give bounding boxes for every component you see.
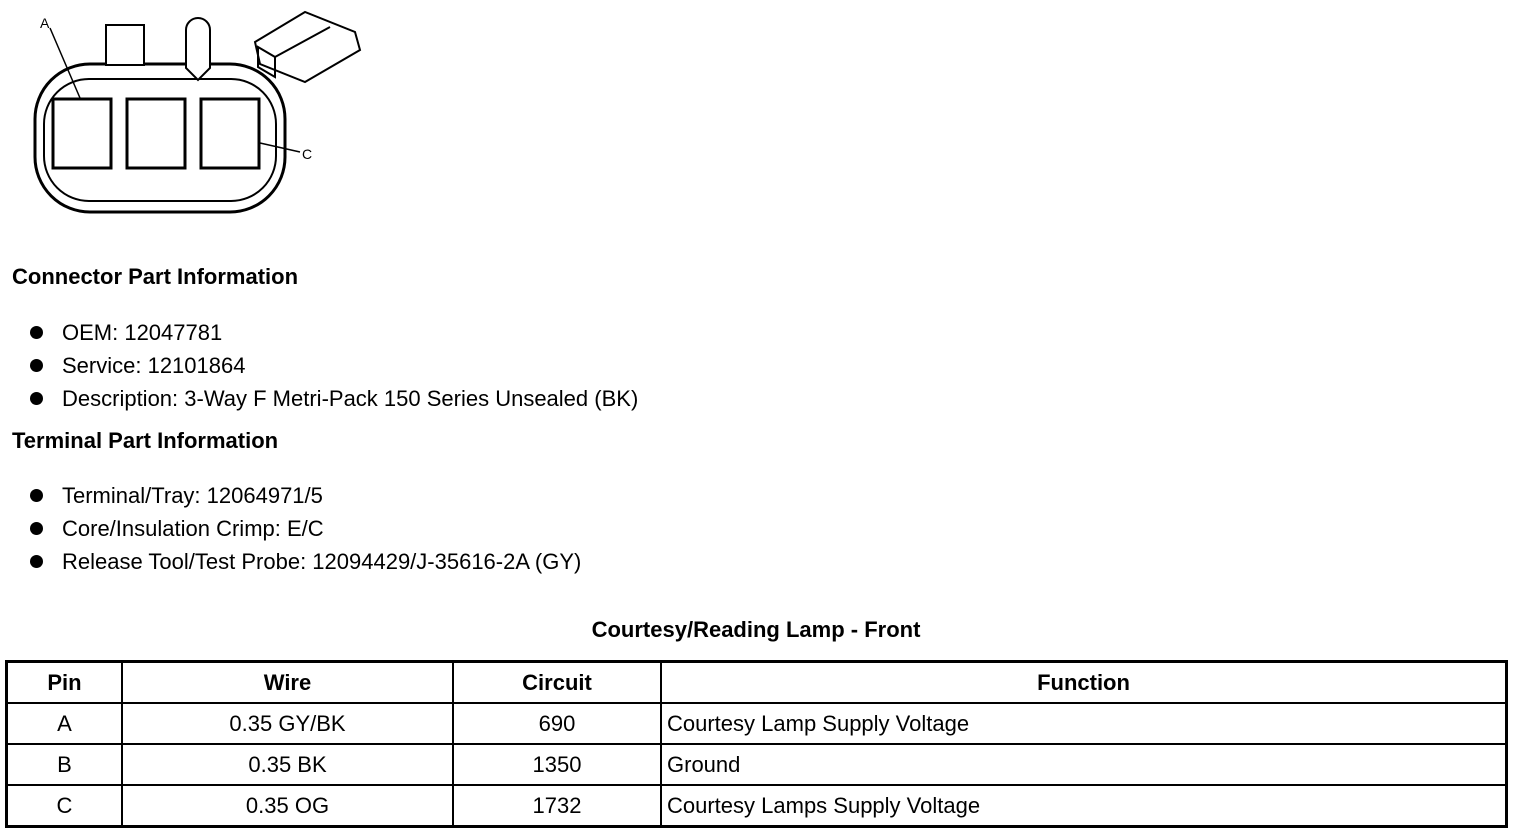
- list-item: Release Tool/Test Probe: 12094429/J-3561…: [28, 545, 581, 578]
- cell-wire: 0.35 OG: [121, 784, 454, 828]
- cell-pin: C: [5, 784, 123, 828]
- list-item: Description: 3-Way F Metri-Pack 150 Seri…: [28, 382, 638, 415]
- cavity-b: [125, 97, 187, 170]
- cell-circuit: 690: [452, 702, 662, 745]
- cell-wire: 0.35 BK: [121, 743, 454, 786]
- cell-pin: A: [5, 702, 123, 745]
- header-function: Function: [660, 660, 1508, 704]
- header-circuit: Circuit: [452, 660, 662, 704]
- pin-c-label: C: [302, 146, 312, 162]
- cell-circuit: 1350: [452, 743, 662, 786]
- cell-pin: B: [5, 743, 123, 786]
- header-wire: Wire: [121, 660, 454, 704]
- table-row: C 0.35 OG 1732 Courtesy Lamps Supply Vol…: [5, 784, 1508, 828]
- table-header-row: Pin Wire Circuit Function: [5, 660, 1508, 704]
- list-item: OEM: 12047781: [28, 316, 638, 349]
- cell-function: Ground: [660, 743, 1508, 786]
- table-title: Courtesy/Reading Lamp - Front: [591, 617, 921, 642]
- list-item: Core/Insulation Crimp: E/C: [28, 512, 581, 545]
- terminal-heading: Terminal Part Information: [12, 428, 279, 453]
- cavity-c: [199, 97, 261, 170]
- cavity-a: [51, 97, 113, 170]
- connector-list: OEM: 12047781 Service: 12101864 Descript…: [28, 316, 638, 415]
- cell-circuit: 1732: [452, 784, 662, 828]
- table-row: B 0.35 BK 1350 Ground: [5, 743, 1508, 786]
- list-item: Terminal/Tray: 12064971/5: [28, 479, 581, 512]
- cell-function: Courtesy Lamps Supply Voltage: [660, 784, 1508, 828]
- pinout-table: Pin Wire Circuit Function A 0.35 GY/BK 6…: [5, 660, 1508, 828]
- connector-diagram: A C: [33, 10, 362, 214]
- cell-function: Courtesy Lamp Supply Voltage: [660, 702, 1508, 745]
- cell-wire: 0.35 GY/BK: [121, 702, 454, 745]
- header-pin: Pin: [5, 660, 123, 704]
- terminal-list: Terminal/Tray: 12064971/5 Core/Insulatio…: [28, 479, 581, 578]
- table-row: A 0.35 GY/BK 690 Courtesy Lamp Supply Vo…: [5, 702, 1508, 745]
- connector-heading: Connector Part Information: [12, 264, 299, 289]
- pin-a-label: A: [40, 15, 50, 31]
- list-item: Service: 12101864: [28, 349, 638, 382]
